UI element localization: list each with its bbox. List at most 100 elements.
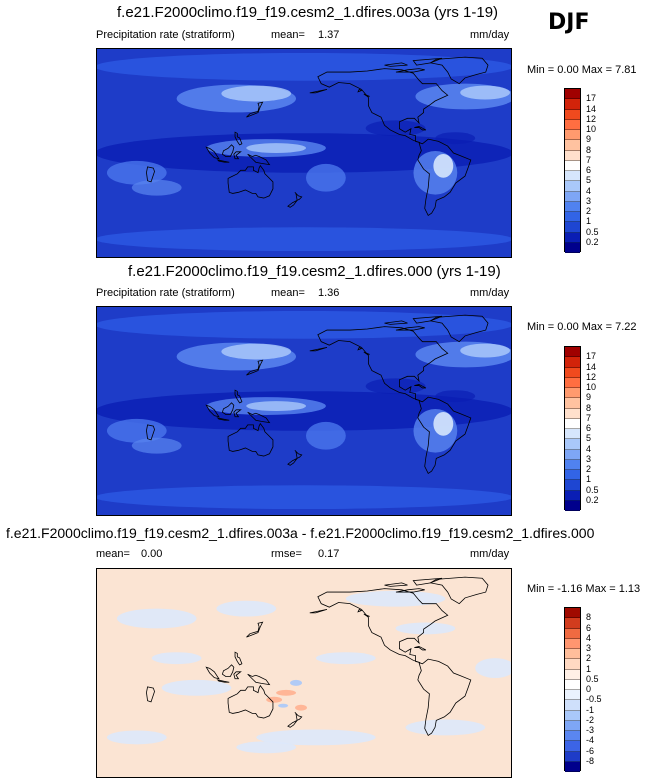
colorbar-tick-label: 0.2	[586, 236, 599, 247]
panel3-min-label: Min =	[527, 583, 555, 595]
colorbar-tick-label: 8	[586, 402, 592, 413]
colorbar-cell	[565, 608, 580, 619]
colorbar-cell	[565, 490, 580, 501]
coastline-13	[234, 131, 243, 146]
coastline-20	[357, 88, 363, 93]
north-atlantic-max	[460, 343, 511, 358]
panel3-map	[96, 568, 512, 778]
colorbar-cell	[565, 628, 580, 639]
sahara-dry	[365, 120, 426, 137]
panel2-mean-value: 1.36	[318, 287, 340, 299]
colorbar-tick-label: 7	[586, 154, 592, 165]
coastline-18	[414, 646, 427, 651]
panel1-variable-label: Precipitation rate (stratiform)	[96, 29, 235, 41]
coastline-20	[357, 346, 363, 351]
colorbar-cell	[565, 367, 580, 378]
anomaly-blob-8	[475, 658, 511, 678]
colorbar-tick-label: 7	[586, 412, 592, 423]
colorbar-tick-label: 3	[586, 195, 592, 206]
colorbar-tick-label: 3	[586, 453, 592, 464]
panel3-rmse-label: rmse=	[271, 548, 302, 560]
coastline-9	[216, 159, 230, 163]
panel1-colorbar	[564, 88, 581, 253]
panel3-max-value: 1.13	[618, 583, 641, 595]
colorbar-tick-label: 5	[586, 433, 592, 444]
coastline-8	[205, 666, 220, 680]
africa-rain	[305, 163, 346, 192]
anomaly-blob-5	[256, 729, 376, 746]
colorbar-cell	[565, 232, 580, 243]
coastline-19	[363, 93, 370, 97]
colorbar-cell	[565, 408, 580, 419]
coastline-23	[384, 582, 408, 587]
colorbar-cell	[565, 388, 580, 399]
coastline-22	[395, 68, 425, 73]
panel3-minmax: Min = -1.16 Max = 1.13	[527, 583, 640, 595]
coastline-15	[294, 450, 303, 459]
coastline-14	[146, 166, 155, 183]
coastline-11	[247, 673, 271, 686]
colorbar-cell	[565, 212, 580, 223]
colorbar-tick-label: 1	[586, 216, 592, 227]
panel1-mean-label: mean=	[271, 29, 305, 41]
colorbar-cell	[565, 638, 580, 649]
colorbar-tick-label: 10	[586, 382, 597, 392]
colorbar-tick-label: 10	[586, 124, 597, 134]
panel1-map	[96, 48, 512, 258]
coastline-7	[246, 101, 264, 118]
coastline-22	[395, 326, 425, 331]
colorbar-tick-label: 6	[586, 165, 592, 175]
colorbar-tick-label: 12	[586, 113, 597, 124]
colorbar-cell	[565, 480, 580, 491]
coastline-12	[233, 151, 242, 160]
colorbar-tick-label: 1	[586, 474, 592, 485]
coastline-24	[412, 577, 443, 586]
colorbar-tick-label: 0.5	[586, 226, 599, 237]
colorbar-tick-label: -3	[586, 725, 595, 735]
panel1-minmax: Min = 0.00 Max = 7.81	[527, 64, 637, 76]
colorbar-cell	[565, 242, 580, 253]
colorbar-tick-label: 0.5	[586, 484, 599, 495]
coastline-13	[234, 389, 243, 404]
north-atlantic-max	[460, 85, 511, 100]
colorbar-cell	[565, 222, 580, 233]
coastline-16	[287, 719, 298, 728]
coastline-12	[233, 409, 242, 418]
colorbar-tick-label: 14	[586, 103, 597, 114]
colorbar-cell	[565, 659, 580, 670]
colorbar-cell	[565, 669, 580, 680]
colorbar-cell	[565, 700, 580, 711]
coastline-15	[294, 712, 303, 721]
panel2-title: f.e21.F2000climo.f19_f19.cesm2_1.dfires.…	[128, 263, 501, 280]
itcz-core	[246, 143, 306, 153]
north-pacific-max	[221, 343, 292, 360]
panel2-variable-label: Precipitation rate (stratiform)	[96, 287, 235, 299]
coastline-10	[221, 144, 235, 157]
coastline-21	[309, 347, 328, 352]
colorbar-cell	[565, 618, 580, 629]
anomaly-blob-0	[116, 608, 197, 629]
coastline-18	[414, 126, 427, 131]
colorbar-cell	[565, 171, 580, 182]
colorbar-cell	[565, 449, 580, 460]
panel1-mean-value: 1.37	[318, 29, 340, 41]
panel3-mean-label: mean=	[96, 548, 130, 560]
panel1-title: f.e21.F2000climo.f19_f19.cesm2_1.dfires.…	[117, 4, 499, 21]
polar-band	[97, 52, 511, 81]
coastline-20	[357, 608, 363, 613]
colorbar-tick-label: -1	[586, 704, 595, 715]
coastline-14	[146, 686, 155, 703]
coastline-11	[247, 153, 271, 166]
coastline-0	[317, 588, 449, 663]
colorbar-tick-label: 5	[586, 175, 592, 186]
coastline-18	[414, 384, 427, 389]
colorbar-tick-label: 0	[586, 684, 592, 694]
spcz	[131, 437, 182, 454]
colorbar-tick-label: 8	[586, 612, 592, 623]
coastline-10	[221, 402, 235, 415]
colorbar-cell	[565, 710, 580, 721]
colorbar-cell	[565, 140, 580, 151]
colorbar-cell	[565, 398, 580, 409]
coastline-16	[287, 457, 298, 466]
anomaly-blob-15	[290, 679, 303, 686]
